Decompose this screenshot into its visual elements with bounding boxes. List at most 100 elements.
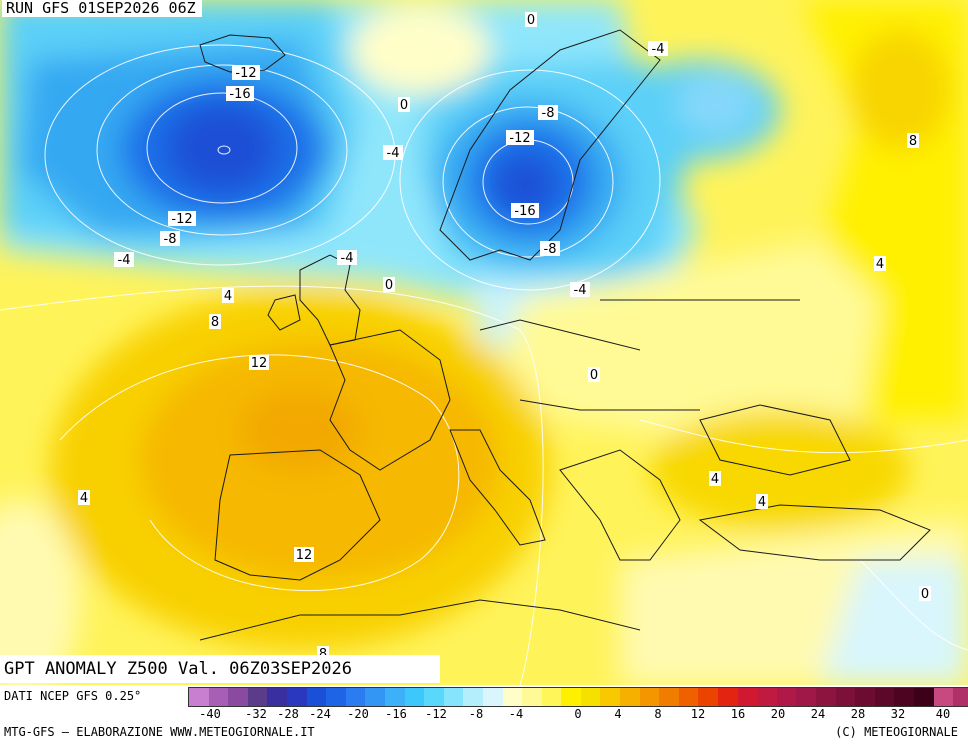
color-swatch (600, 688, 621, 706)
svg-text:-8: -8 (542, 106, 555, 121)
svg-text:0: 0 (527, 13, 535, 28)
svg-text:4: 4 (758, 495, 766, 510)
color-scale-tick-label: 0 (574, 707, 582, 721)
color-swatch (737, 688, 758, 706)
isoline-label-0-denmark: 0 (383, 277, 395, 293)
svg-text:-4: -4 (387, 146, 400, 161)
color-swatch (620, 688, 640, 706)
color-swatch (933, 688, 954, 706)
color-swatch (365, 688, 385, 706)
color-scale-tick-label: 40 (935, 707, 951, 721)
svg-text:0: 0 (590, 368, 598, 383)
isoline-label-4-black-sea: 4 (709, 471, 721, 487)
isoline-label-4-atlantic-south: 4 (78, 490, 90, 506)
color-swatch (776, 688, 797, 706)
isoline-label-12-france: 12 (249, 355, 269, 371)
map-title: GPT ANOMALY Z500 Val. 06Z03SEP2026 (0, 655, 440, 683)
color-swatch (953, 688, 968, 706)
color-swatch (659, 688, 679, 706)
color-swatch (639, 688, 660, 706)
isoline-label-12-iberia: 12 (294, 547, 314, 563)
anomaly-field (0, 0, 968, 685)
color-scale-tick-label: -12 (425, 707, 447, 721)
color-scale-tick-label: -40 (199, 707, 221, 721)
isoline-label-minus4-scotland: -4 (337, 250, 357, 266)
isoline-label-minus8-scandinavia-top: -8 (538, 105, 558, 121)
color-swatch (326, 688, 346, 706)
color-swatch (404, 688, 425, 706)
isoline-label-4-russia: 4 (874, 256, 886, 272)
color-scale-tick-label: -20 (347, 707, 369, 721)
color-swatch (345, 688, 366, 706)
svg-text:-4: -4 (574, 283, 587, 298)
color-swatch (463, 688, 483, 706)
color-swatch (580, 688, 601, 706)
color-swatch (424, 688, 444, 706)
svg-text:-12: -12 (171, 212, 192, 227)
color-swatch (306, 688, 327, 706)
color-scale-tick-label: 8 (654, 707, 662, 721)
color-scale-tick-label: -32 (245, 707, 267, 721)
svg-text:-8: -8 (544, 242, 557, 257)
color-swatch (208, 688, 229, 706)
isoline-label-minus8-atlantic: -8 (160, 231, 180, 247)
color-swatch (228, 688, 248, 706)
color-scale-tick-label: 28 (850, 707, 866, 721)
svg-text:-8: -8 (164, 232, 177, 247)
isoline-label-minus4-faroe: -4 (383, 145, 403, 161)
legend-area: DATI NCEP GFS 0.25° -40 -32 -28 -24 -20 -16 -1… (0, 685, 968, 745)
color-swatch (913, 688, 934, 706)
isoline-label-minus4-kola: -4 (648, 41, 668, 57)
svg-text:8: 8 (319, 647, 327, 662)
color-swatch (816, 688, 836, 706)
svg-text:4: 4 (876, 257, 884, 272)
color-scale-bar (188, 687, 968, 707)
svg-text:4: 4 (80, 491, 88, 506)
color-swatch (894, 688, 914, 706)
color-swatch (796, 688, 816, 706)
isoline-label-0-levant: 0 (919, 586, 931, 602)
isoline-label-minus4-atlantic: -4 (114, 252, 134, 268)
svg-text:8: 8 (909, 134, 917, 149)
color-swatch (835, 688, 856, 706)
isoline-label-0-north-sea: 0 (525, 12, 537, 28)
color-swatch (561, 688, 581, 706)
isoline-label-minus4-belarus: -4 (570, 282, 590, 298)
color-scale-tick-label: -4 (508, 707, 524, 721)
anomaly-map: 00-4-12-16-8-12-48-12-16-8-8-4 -4 40 -44812… (0, 0, 968, 685)
color-scale-tick-label: 4 (614, 707, 622, 721)
color-swatch (718, 688, 738, 706)
isoline-label-minus12-scandinavia: -12 (506, 130, 534, 146)
color-swatch (502, 688, 523, 706)
coastlines (199, 29, 931, 641)
isoline-label-0-barents: 0 (398, 97, 410, 113)
svg-text:0: 0 (400, 98, 408, 113)
svg-text:4: 4 (711, 472, 719, 487)
color-swatch (286, 688, 307, 706)
svg-text:12: 12 (251, 356, 268, 371)
svg-text:4: 4 (224, 289, 232, 304)
color-scale-tick-label: -8 (468, 707, 484, 721)
svg-text:-12: -12 (509, 131, 530, 146)
isoline-label-minus12-atlantic-bottom: -12 (168, 211, 196, 227)
color-scale-tick-label: 32 (890, 707, 906, 721)
color-swatch (267, 688, 287, 706)
isoline-label-minus16-scandinavia: -16 (511, 203, 539, 219)
svg-text:-12: -12 (235, 66, 256, 81)
color-swatch (698, 688, 719, 706)
color-swatch (189, 688, 209, 706)
color-swatch (678, 688, 699, 706)
isolines (0, 44, 968, 685)
isoline-label-4-turkey: 4 (756, 494, 768, 510)
svg-text:8: 8 (211, 315, 219, 330)
color-swatch (384, 688, 405, 706)
color-swatch (522, 688, 542, 706)
isoline-label-minus8-baltic: -8 (540, 241, 560, 257)
svg-text:-16: -16 (229, 87, 250, 102)
data-source-text: DATI NCEP GFS 0.25° (4, 689, 142, 703)
color-swatch (874, 688, 895, 706)
color-swatch (247, 688, 268, 706)
credit-text: MTG-GFS – ELABORAZIONE WWW.METEOGIORNALE… (4, 725, 315, 739)
isoline-label-4-ireland: 4 (222, 288, 234, 304)
isoline-label-0-poland: 0 (588, 367, 600, 383)
